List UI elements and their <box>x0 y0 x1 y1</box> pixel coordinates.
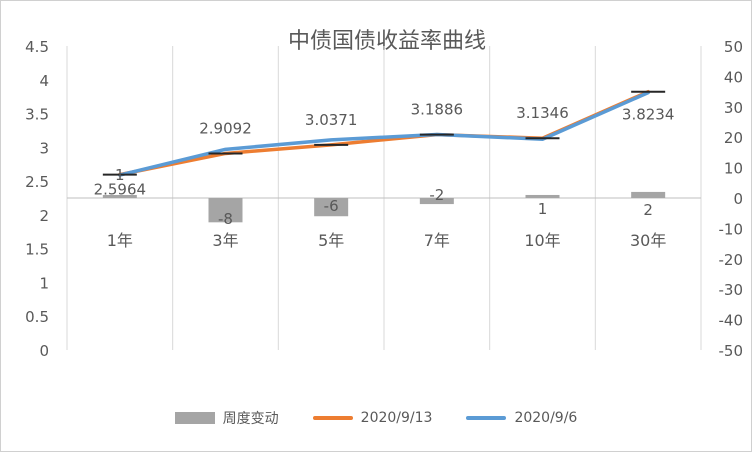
category-label: 10年 <box>524 231 560 250</box>
legend-label-2020-9-13: 2020/9/13 <box>360 410 433 426</box>
right-axis-tick-label: 40 <box>724 68 743 86</box>
weekly-change-data-label: 1 <box>115 166 125 184</box>
data-labels: 2.5964 2.9092 3.0371 3.1886 3.1346 3.8234 1 -8 -… <box>94 101 675 228</box>
right-axis-tick-label: 20 <box>724 129 743 147</box>
left-axis-tick-label: 4 <box>39 72 49 90</box>
yield-line-2020-9-6 <box>118 90 650 177</box>
left-axis-ticks: 0 0.5 1 1.5 2 2.5 3 3.5 4 4.5 <box>25 38 49 360</box>
weekly-change-data-label: -8 <box>218 210 233 228</box>
category-label: 1年 <box>107 231 133 250</box>
category-label: 5年 <box>318 231 344 250</box>
weekly-change-bar <box>208 198 243 223</box>
weekly-change-bar <box>419 198 454 205</box>
legend-item-2020-9-13[interactable]: 2020/9/13 <box>312 408 433 428</box>
right-axis-tick-label: -20 <box>719 251 744 269</box>
yield-data-label: 3.1886 <box>411 101 464 119</box>
left-axis-tick-label: 1.5 <box>25 241 49 259</box>
left-axis-tick-label: 3.5 <box>25 106 49 124</box>
legend-item-2020-9-6[interactable]: 2020/9/6 <box>466 408 577 428</box>
weekly-change-data-label: -2 <box>429 186 444 204</box>
yield-lines <box>118 89 650 177</box>
weekly-change-data-label: -6 <box>324 197 339 215</box>
legend-swatch-orange-line <box>312 416 353 420</box>
right-axis-tick-label: 10 <box>724 160 743 178</box>
left-axis-tick-label: 4.5 <box>25 38 49 56</box>
left-axis-tick-label: 2 <box>39 207 49 225</box>
legend-item-weekly-change[interactable]: 周度变动 <box>174 408 279 428</box>
weekly-change-bar <box>314 198 349 217</box>
right-axis-tick-label: 0 <box>733 190 743 208</box>
weekly-change-bar <box>525 194 560 198</box>
right-axis-tick-label: -30 <box>719 281 744 299</box>
legend-swatch-bar <box>174 412 215 424</box>
legend-swatch-blue-line <box>466 416 507 420</box>
right-axis-tick-label: 50 <box>724 38 743 56</box>
category-label: 30年 <box>630 231 666 250</box>
yield-data-label: 3.0371 <box>305 111 358 129</box>
yield-data-label: 2.5964 <box>94 181 147 199</box>
yield-data-label: 2.9092 <box>199 119 252 137</box>
grid-lines <box>66 46 702 350</box>
chart-title: 中债国债收益率曲线 <box>288 29 486 54</box>
weekly-change-bar <box>631 191 666 198</box>
category-labels: 1年 3年 5年 7年 10年 30年 <box>107 231 667 250</box>
yield-data-label: 3.1346 <box>516 104 569 122</box>
weekly-change-bar <box>102 194 137 198</box>
value-markers <box>102 90 666 176</box>
category-label: 3年 <box>212 231 238 250</box>
weekly-change-bars <box>102 191 666 223</box>
weekly-change-data-label: 1 <box>538 200 548 218</box>
left-axis-tick-label: 2.5 <box>25 173 49 191</box>
right-axis-tick-label: 30 <box>724 99 743 117</box>
left-axis-tick-label: 0 <box>39 342 49 360</box>
weekly-change-data-label: 2 <box>643 201 653 219</box>
left-axis-tick-label: 3 <box>39 139 49 157</box>
right-axis-tick-label: -10 <box>719 220 744 238</box>
left-axis-tick-label: 0.5 <box>25 308 49 326</box>
legend: 周度变动 2020/9/13 2020/9/6 <box>0 408 752 428</box>
legend-label-weekly-change: 周度变动 <box>222 411 279 427</box>
right-axis-tick-label: -40 <box>719 312 744 330</box>
yield-data-label: 3.8234 <box>622 106 675 124</box>
right-axis-tick-label: -50 <box>719 342 744 360</box>
category-label: 7年 <box>424 231 450 250</box>
right-axis-ticks: -50 -40 -30 -20 -10 0 10 20 30 40 50 <box>719 38 744 360</box>
left-axis-tick-label: 1 <box>39 274 49 292</box>
yield-curve-chart: 中债国债收益率曲线 0 0.5 1 1.5 2 2.5 3 3.5 4 4.5 -50 -40 -30… <box>25 29 744 360</box>
legend-label-2020-9-6: 2020/9/6 <box>514 410 578 426</box>
